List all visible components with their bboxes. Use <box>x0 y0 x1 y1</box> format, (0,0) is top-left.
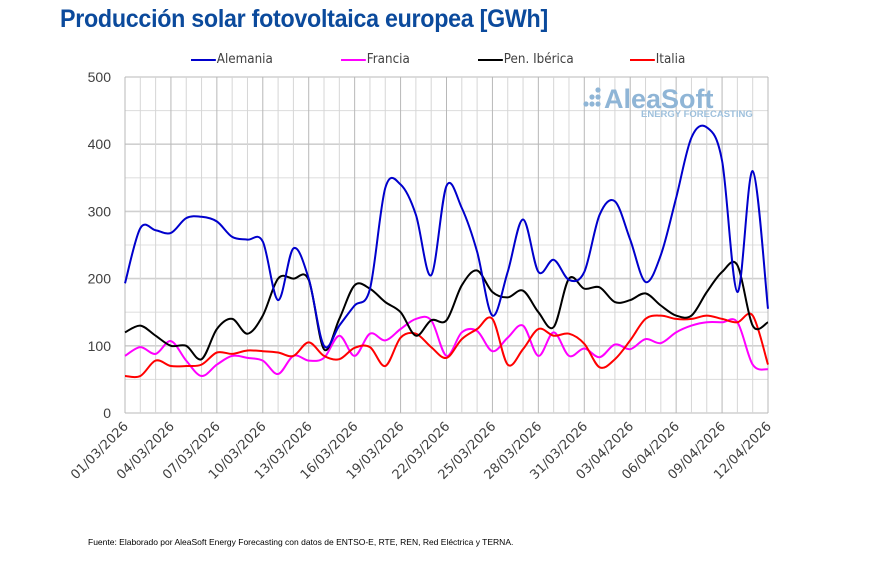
y-tick-label: 100 <box>88 338 112 354</box>
legend-label-italia: Italia <box>655 52 686 67</box>
series-line-francia <box>124 315 769 377</box>
legend-item-francia: Francia <box>341 52 410 67</box>
legend-swatch-pen-iberica <box>478 58 503 61</box>
legend-item-alemania: Alemania <box>191 52 273 67</box>
grid <box>124 76 769 414</box>
y-axis-ticks: 0 100 200 300 400 500 <box>88 69 112 421</box>
legend-swatch-italia <box>630 58 655 61</box>
y-tick-label: 400 <box>88 136 112 152</box>
chart-title: Producción solar fotovoltaica europea [G… <box>60 5 548 33</box>
y-tick-label: 0 <box>103 405 111 421</box>
y-tick-label: 200 <box>88 271 112 287</box>
legend-item-pen-iberica: Pen. Ibérica <box>478 52 574 67</box>
legend-swatch-alemania <box>191 58 216 61</box>
watermark-subtext: ENERGY FORECASTING <box>641 109 753 120</box>
x-axis-ticks: 01/03/202604/03/202607/03/202610/03/2026… <box>68 419 775 483</box>
y-tick-label: 500 <box>88 69 112 85</box>
legend-item-italia: Italia <box>630 52 685 67</box>
y-tick-label: 300 <box>88 203 112 219</box>
series-line-pen-ib-rica <box>124 260 769 361</box>
watermark: AleaSoft ENERGY FORECASTING <box>583 84 753 120</box>
legend-swatch-francia <box>341 58 366 61</box>
aleasoft-logo-icon <box>583 87 601 107</box>
legend-label-alemania: Alemania <box>216 52 273 67</box>
legend-label-pen-iberica: Pen. Ibérica <box>503 52 574 67</box>
watermark-text: AleaSoft <box>604 84 714 114</box>
series-line-italia <box>124 312 769 379</box>
series-lines <box>124 124 769 379</box>
chart-legend: Alemania Francia Pen. Ibérica Italia <box>0 52 870 72</box>
legend-label-francia: Francia <box>366 52 410 67</box>
series-line-alemania <box>124 124 769 349</box>
source-note: Fuente: Elaborado por AleaSoft Energy Fo… <box>88 537 514 547</box>
